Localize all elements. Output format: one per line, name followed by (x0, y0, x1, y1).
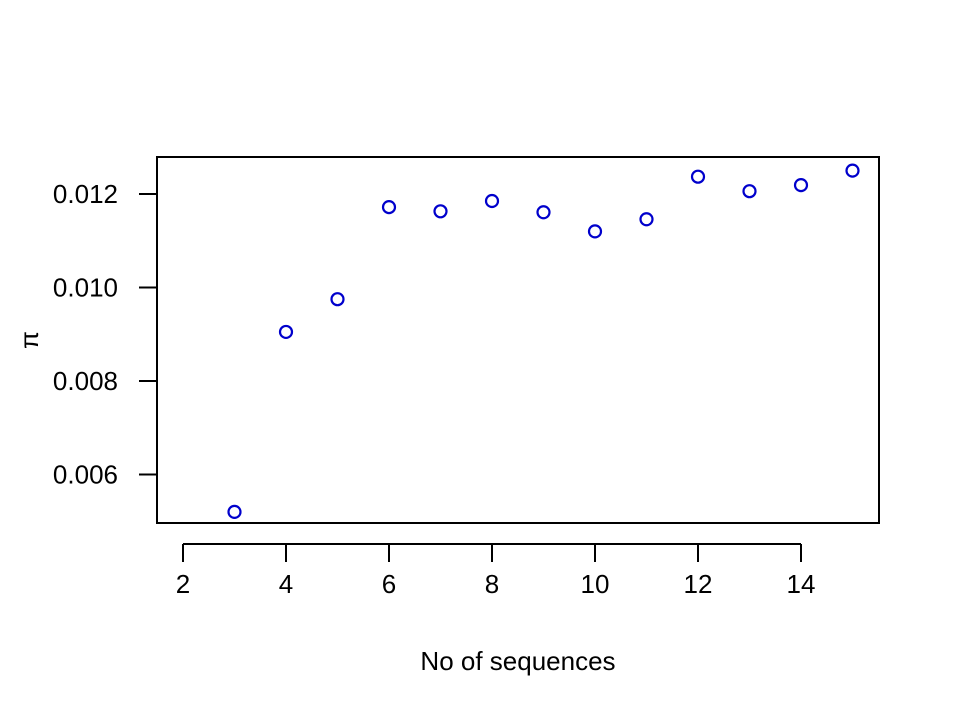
scatter-point (742, 184, 757, 199)
scatter-point (433, 204, 448, 219)
scatter-point (381, 199, 397, 215)
scatter-point (793, 178, 809, 193)
y-tick-label: 0.010 (53, 273, 118, 303)
y-tick-label: 0.008 (53, 366, 118, 396)
x-tick-label: 10 (581, 569, 610, 599)
scatter-point (227, 504, 242, 519)
scatter-point (587, 224, 603, 239)
y-axis: 0.006 0.008 0.010 0.012 (53, 179, 158, 490)
scatter-point (330, 292, 345, 307)
scatter-point (536, 205, 551, 220)
x-tick-label: 14 (787, 569, 816, 599)
y-tick-label: 0.006 (53, 460, 118, 490)
x-axis-label: No of sequences (420, 646, 615, 676)
scatter-point (690, 169, 706, 184)
scatter-point (278, 324, 294, 340)
x-tick-label: 8 (485, 569, 499, 599)
x-tick-label: 2 (176, 569, 190, 599)
y-axis-label: π (14, 331, 44, 349)
data-points (227, 163, 860, 519)
scatter-point (484, 193, 500, 209)
x-tick-label: 12 (684, 569, 713, 599)
scatter-point (845, 163, 860, 178)
y-tick-label: 0.012 (53, 179, 118, 209)
plot-frame (156, 156, 880, 524)
x-axis: 2 4 6 8 10 12 14 (176, 543, 816, 599)
x-tick-label: 6 (382, 569, 396, 599)
scatter-point (639, 212, 654, 227)
x-tick-label: 4 (279, 569, 293, 599)
